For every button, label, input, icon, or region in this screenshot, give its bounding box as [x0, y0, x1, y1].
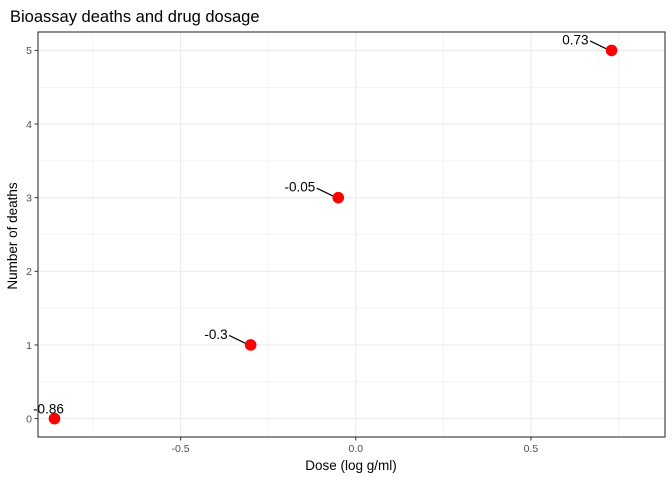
label-leader-line — [316, 187, 334, 197]
data-point — [605, 44, 618, 57]
x-tick-label: -0.5 — [172, 443, 190, 455]
y-tick-label: 5 — [26, 45, 32, 57]
y-tick-label: 1 — [26, 340, 32, 352]
x-tick-label: 0.5 — [524, 443, 539, 455]
data-label: -0.86 — [33, 402, 64, 417]
data-point — [48, 412, 61, 425]
chart-title: Bioassay deaths and drug dosage — [10, 8, 260, 26]
data-point — [332, 191, 345, 204]
data-point — [244, 339, 257, 351]
data-label: 0.73 — [562, 32, 588, 47]
data-label: -0.05 — [284, 180, 315, 195]
y-tick-label: 4 — [26, 119, 32, 131]
x-tick-label: 0.0 — [348, 443, 363, 455]
plot-panel: -0.5 0.0 0.5 0 1 2 3 4 5 -0.86 -0.3 -0.05 0.73 — [26, 31, 666, 455]
label-leader-line — [589, 40, 607, 50]
data-label: -0.3 — [204, 327, 227, 342]
y-tick-label: 2 — [26, 266, 32, 278]
y-axis-title: Number of deaths — [5, 182, 20, 290]
y-tick-label: 3 — [26, 192, 32, 204]
y-tick-label: 0 — [26, 413, 32, 425]
label-leader-line — [228, 334, 246, 344]
panel-border — [37, 31, 666, 438]
x-axis-title: Dose (log g/ml) — [305, 458, 397, 473]
